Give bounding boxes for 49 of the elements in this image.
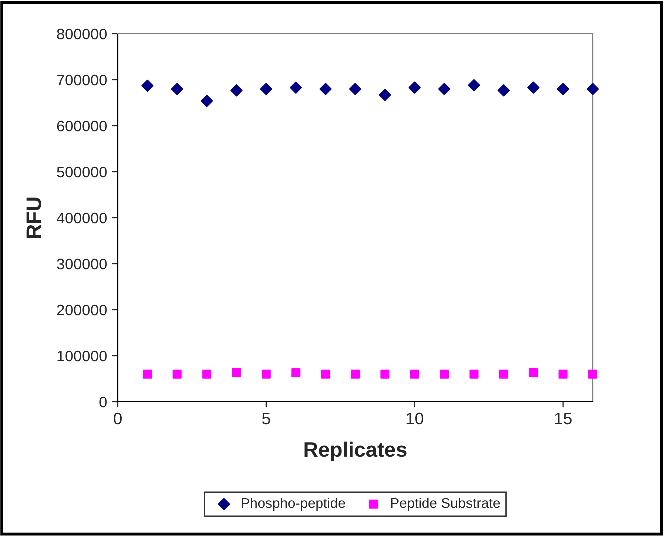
point <box>410 370 420 379</box>
point <box>379 89 392 102</box>
point <box>290 82 302 94</box>
y-tick-label: 800000 <box>57 28 107 40</box>
x-tick-label: 0 <box>114 412 122 425</box>
point <box>470 370 479 379</box>
point <box>468 79 480 92</box>
point <box>232 368 242 378</box>
point <box>499 370 508 379</box>
point <box>351 370 360 379</box>
point <box>260 83 273 96</box>
point <box>588 370 598 379</box>
y-tick-label: 200000 <box>57 304 107 316</box>
point <box>292 368 301 378</box>
x-tick-label: 10 <box>406 412 424 425</box>
legend-label: Phospho-peptide <box>242 498 346 511</box>
point <box>557 83 570 96</box>
x-axis-title: Replicates <box>304 442 407 462</box>
x-tick-label: 5 <box>262 413 270 425</box>
y-tick-label: 700000 <box>57 74 107 86</box>
y-tick-label: 400000 <box>56 212 107 224</box>
point <box>171 83 184 96</box>
point <box>143 370 152 379</box>
point <box>321 370 330 379</box>
point <box>200 95 214 108</box>
point <box>498 84 510 97</box>
point <box>142 80 154 92</box>
point <box>528 82 540 94</box>
point <box>440 370 450 379</box>
point <box>262 370 271 379</box>
x-tick-label: 15 <box>555 413 572 425</box>
y-tick-label: 600000 <box>57 120 107 132</box>
point <box>380 370 390 379</box>
point <box>202 370 212 379</box>
point <box>349 83 362 96</box>
y-axis-title: RFU <box>26 198 42 238</box>
point <box>408 82 421 94</box>
point <box>586 83 600 96</box>
legend-label: Peptide Substrate <box>391 498 500 511</box>
point <box>558 370 568 379</box>
y-tick-label: 300000 <box>57 258 107 270</box>
y-tick-label: 100000 <box>58 350 107 362</box>
y-tick-label: 0 <box>100 396 107 408</box>
point <box>529 368 538 378</box>
point <box>230 84 243 97</box>
y-tick-label: 500000 <box>57 166 107 178</box>
point <box>438 83 451 96</box>
point <box>320 83 332 96</box>
point <box>172 370 182 379</box>
